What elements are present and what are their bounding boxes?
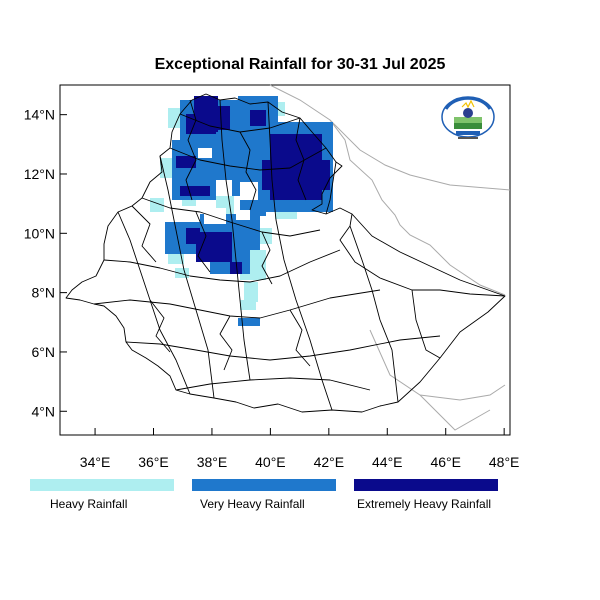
latitude-axis: 14°N 12°N 10°N 8°N 6°N 4°N [24,107,67,419]
ethiopia-outline [65,93,506,413]
rainfall-cells [150,96,333,326]
lat-tick-label: 8°N [32,285,56,301]
legend-swatch-very-heavy [192,479,336,491]
longitude-axis: 34°E 36°E 38°E 40°E 42°E 44°E 46°E 48°E [80,428,520,470]
lat-tick-label: 12°N [24,166,55,182]
lon-tick-label: 38°E [197,454,228,470]
legend-label-heavy: Heavy Rainfall [50,497,128,511]
plot-frame [59,84,511,436]
lon-tick-label: 40°E [255,454,286,470]
legend-swatch-extreme [354,479,498,491]
lon-tick-label: 34°E [80,454,111,470]
lon-tick-label: 44°E [372,454,403,470]
legend-label-extreme: Extremely Heavy Rainfall [357,497,492,511]
lon-tick-label: 46°E [430,454,461,470]
lon-tick-label: 48°E [489,454,520,470]
lon-tick-label: 42°E [314,454,345,470]
lon-tick-label: 36°E [138,454,169,470]
lat-tick-label: 4°N [32,403,56,419]
ethiopian-meteorology-institute-logo [438,95,498,143]
legend-swatch-heavy [30,479,174,491]
lat-tick-label: 14°N [24,107,55,123]
lat-tick-label: 6°N [32,344,56,360]
lat-tick-label: 10°N [24,225,55,241]
logo-icon [441,96,495,139]
ethiopia-borders [65,93,506,413]
legend-label-very-heavy: Very Heavy Rainfall [200,497,305,511]
map-title: Exceptional Rainfall for 30-31 Jul 2025 [154,56,446,73]
